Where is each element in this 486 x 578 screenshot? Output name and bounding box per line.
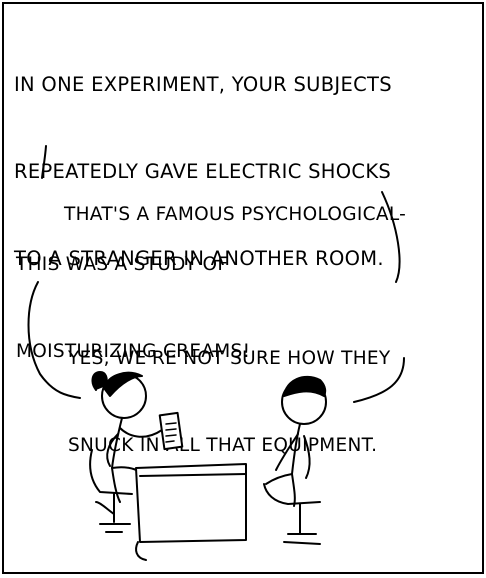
speech-tail-followup — [353, 357, 405, 403]
interruption-text: That's a famous psychological- — [64, 142, 406, 287]
comic-artwork — [27, 145, 405, 561]
narration-line-1: In one experiment, your subjects — [14, 73, 392, 96]
narration-line-2: repeatedly gave electric shocks — [14, 160, 392, 183]
speech-tail-right — [381, 191, 401, 283]
speech-tail-interruption — [41, 145, 47, 179]
narration-line-3: to a stranger in another room. — [14, 247, 384, 270]
reply-line-1: This was a study of — [16, 254, 229, 275]
reply-text: This was a study of moisturizing creams! — [16, 192, 250, 424]
reply-line-2: moisturizing creams! — [16, 341, 251, 362]
researcher-figure — [89, 371, 184, 533]
speech-tail-reply — [27, 281, 81, 399]
followup-line-1: Yes, we're not sure how they — [68, 348, 391, 369]
followup-text: Yes, we're not sure how they snuck in al… — [68, 286, 391, 518]
subject-figure — [263, 375, 327, 545]
desk — [135, 463, 247, 561]
narration-text: In one experiment, your subjects repeate… — [14, 12, 392, 331]
interruption-line-1: That's a famous psychological- — [64, 204, 407, 225]
